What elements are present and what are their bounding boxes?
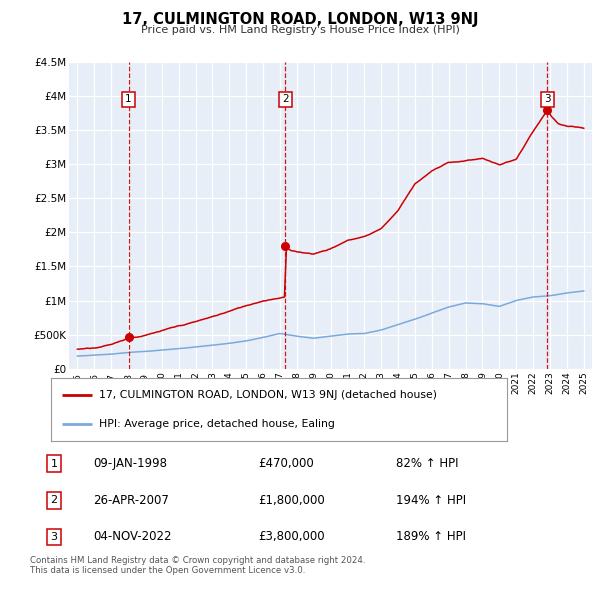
Text: £3,800,000: £3,800,000 [258, 530, 325, 543]
Text: 194% ↑ HPI: 194% ↑ HPI [396, 494, 466, 507]
Text: £1,800,000: £1,800,000 [258, 494, 325, 507]
Text: 3: 3 [50, 532, 58, 542]
Text: 1: 1 [50, 459, 58, 468]
Text: 82% ↑ HPI: 82% ↑ HPI [396, 457, 458, 470]
Text: 2: 2 [50, 496, 58, 505]
Text: 2: 2 [282, 94, 289, 104]
Text: 17, CULMINGTON ROAD, LONDON, W13 9NJ (detached house): 17, CULMINGTON ROAD, LONDON, W13 9NJ (de… [99, 390, 437, 400]
Text: 189% ↑ HPI: 189% ↑ HPI [396, 530, 466, 543]
Text: 1: 1 [125, 94, 132, 104]
Text: Price paid vs. HM Land Registry's House Price Index (HPI): Price paid vs. HM Land Registry's House … [140, 25, 460, 35]
Text: HPI: Average price, detached house, Ealing: HPI: Average price, detached house, Eali… [99, 419, 335, 429]
Text: 3: 3 [544, 94, 551, 104]
Text: This data is licensed under the Open Government Licence v3.0.: This data is licensed under the Open Gov… [30, 566, 305, 575]
Text: Contains HM Land Registry data © Crown copyright and database right 2024.: Contains HM Land Registry data © Crown c… [30, 556, 365, 565]
Text: 17, CULMINGTON ROAD, LONDON, W13 9NJ: 17, CULMINGTON ROAD, LONDON, W13 9NJ [122, 12, 478, 27]
Text: 09-JAN-1998: 09-JAN-1998 [93, 457, 167, 470]
Text: 26-APR-2007: 26-APR-2007 [93, 494, 169, 507]
Text: £470,000: £470,000 [258, 457, 314, 470]
Text: 04-NOV-2022: 04-NOV-2022 [93, 530, 172, 543]
